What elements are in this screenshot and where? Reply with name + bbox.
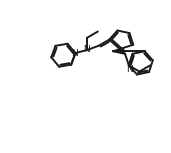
Text: N: N xyxy=(71,49,78,58)
Text: N: N xyxy=(83,45,90,54)
Text: N: N xyxy=(127,65,133,74)
